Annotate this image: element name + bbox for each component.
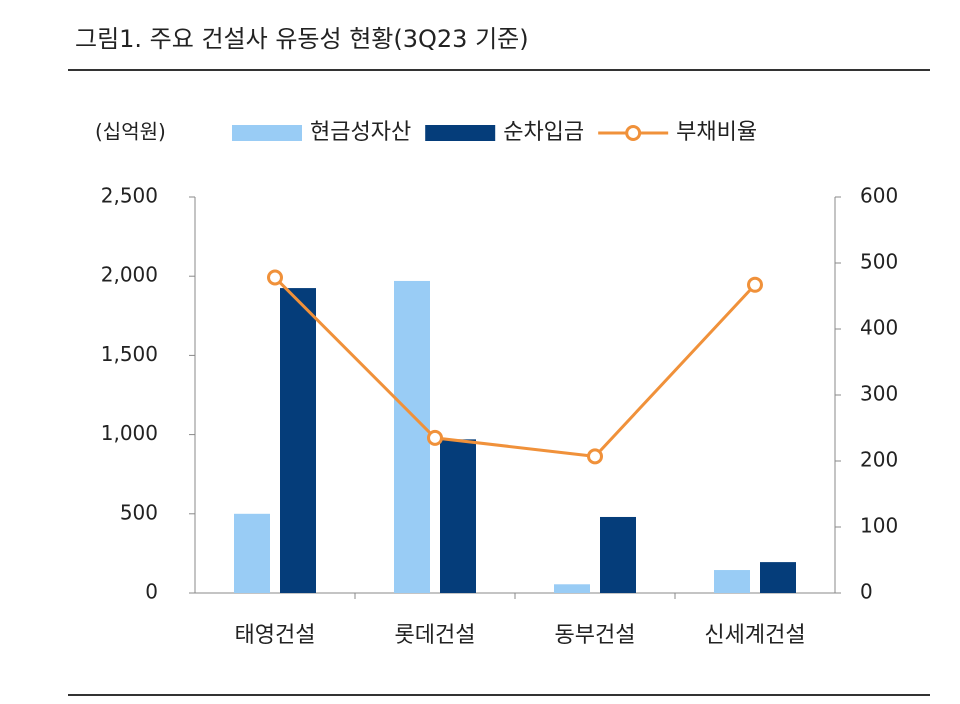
y2-tick-label: 0	[860, 580, 873, 604]
legend-label: 부채비율	[676, 120, 757, 145]
x-tick-label: 롯데건설	[395, 623, 476, 648]
y2-tick-label: 400	[860, 316, 898, 340]
line-point	[427, 429, 443, 446]
bar	[600, 516, 636, 593]
y-tick-label: 500	[120, 500, 158, 524]
line	[273, 276, 757, 458]
x-tick-label: 신세계건설	[704, 623, 805, 648]
y-tick-label: 1,500	[101, 342, 158, 366]
y-axis-label: (십억원)	[95, 120, 166, 144]
y2-tick-label: 300	[860, 382, 898, 406]
y-tick-label: 2,000	[101, 263, 158, 287]
bar	[554, 584, 590, 593]
legend-swatch	[625, 125, 642, 141]
y2-tick-label: 500	[860, 250, 898, 274]
chart-title: 그림1. 주요 건설사 유동성 현황(3Q23 기준)	[75, 25, 529, 53]
x-tick-label: 태영건설	[235, 623, 316, 648]
legend-label: 순차입금	[503, 120, 584, 145]
bar	[234, 513, 270, 593]
y2-tick-label: 200	[860, 448, 898, 472]
bar	[280, 288, 316, 593]
legend-swatch	[425, 125, 496, 141]
x-tick-label: 동부건설	[555, 623, 636, 648]
line-point	[747, 276, 763, 293]
y-tick-label: 0	[145, 580, 158, 604]
y2-tick-label: 100	[860, 514, 898, 538]
y-tick-label: 2,500	[101, 184, 158, 208]
y2-tick-label: 600	[860, 184, 898, 208]
legend-swatch	[232, 125, 302, 141]
line-point	[587, 448, 603, 465]
legend-label: 현금성자산	[310, 120, 411, 145]
bar	[440, 439, 476, 593]
line-point	[267, 269, 283, 286]
bar	[394, 280, 430, 593]
y-tick-label: 1,000	[101, 421, 158, 445]
bar	[760, 562, 796, 593]
bar	[714, 570, 750, 593]
